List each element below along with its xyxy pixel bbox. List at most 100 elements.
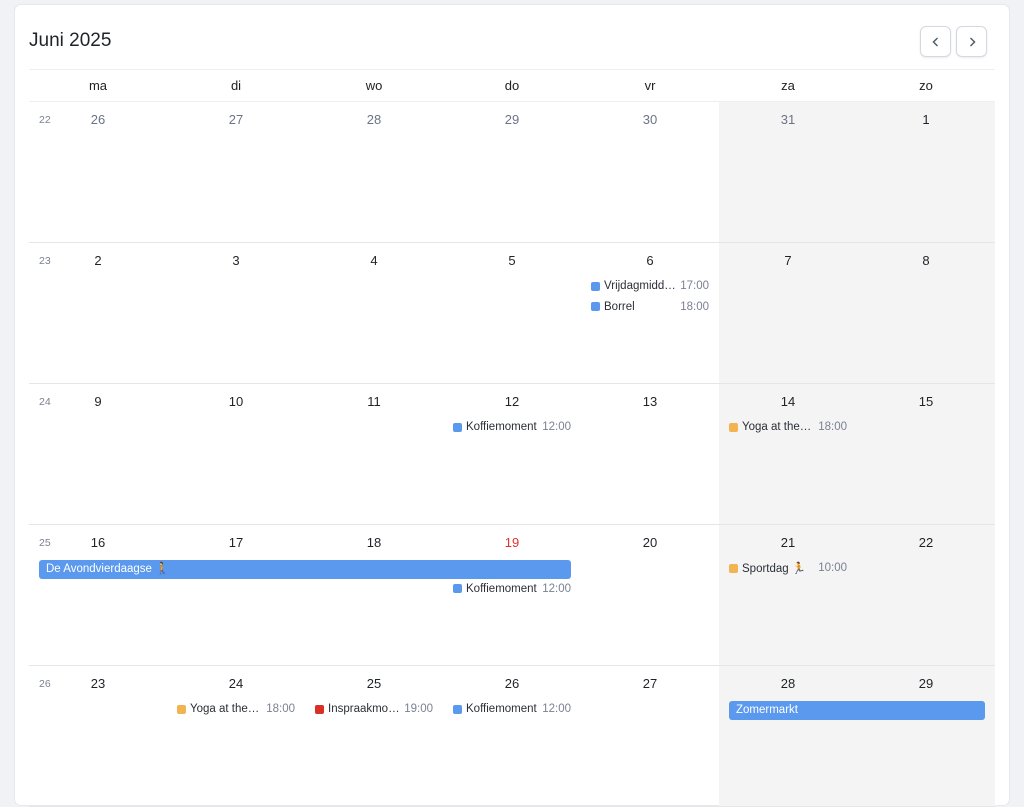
day-cell[interactable]: 21 Sportdag 🏃 10:00 (719, 525, 857, 665)
weekday-label: zo (919, 78, 933, 93)
event-color-dot (177, 704, 186, 714)
event-item[interactable]: Sportdag 🏃 10:00 (729, 559, 847, 577)
day-number: 23 (90, 676, 106, 691)
day-number: 4 (370, 253, 378, 268)
multi-day-event[interactable]: Zomermarkt (729, 701, 985, 720)
event-item[interactable]: Koffiemoment 12:00 (453, 700, 571, 718)
day-cell[interactable]: 1 (857, 102, 995, 242)
event-title: Sportdag 🏃 (742, 563, 807, 575)
day-cell[interactable]: 18 (305, 525, 443, 665)
day-number: 10 (228, 394, 244, 409)
event-time: 12:00 (542, 421, 571, 433)
day-cell[interactable]: 29 (443, 102, 581, 242)
day-number: 16 (90, 535, 106, 550)
day-number: 27 (642, 676, 658, 691)
event-time: 18:00 (680, 300, 709, 313)
day-cell[interactable]: 23 (29, 666, 167, 806)
day-cell[interactable]: 5 (443, 243, 581, 383)
day-cell[interactable]: 31 (719, 102, 857, 242)
day-number: 11 (367, 394, 381, 409)
day-cell[interactable]: 28 (719, 666, 857, 806)
weekday-label: wo (365, 78, 383, 93)
event-time: 18:00 (266, 703, 295, 715)
day-cell[interactable]: 2 (29, 243, 167, 383)
prev-month-button[interactable] (920, 26, 951, 57)
event-item[interactable]: Yoga at the lake 18:00 (729, 418, 847, 436)
event-item[interactable]: Borrel 18:00 (591, 298, 709, 316)
event-time: 19:00 (404, 703, 433, 715)
week-row: 24 9 10 11 12 Koffiemoment 12:00 13 14 Yoga at th… (29, 384, 995, 525)
calendar-card: Juni 2025 ma di wo do vr za zo 22 26 27 28 29 30 31 1… (15, 5, 1009, 807)
day-cell[interactable]: 27 (581, 666, 719, 806)
day-number: 21 (780, 535, 796, 550)
day-number: 19 (504, 535, 520, 550)
day-cell[interactable]: 12 Koffiemoment 12:00 (443, 384, 581, 524)
month-grid: ma di wo do vr za zo 22 26 27 28 29 30 31 1 23 2 3 4 5 6 Vri… (29, 69, 995, 807)
day-number: 24 (228, 676, 244, 691)
week-number: 23 (39, 255, 51, 267)
event-color-dot (729, 422, 738, 432)
day-cell[interactable]: 26 Koffiemoment 12:00 (443, 666, 581, 806)
day-number: 2 (94, 253, 102, 268)
day-number: 5 (508, 253, 516, 268)
day-cell[interactable]: 28 (305, 102, 443, 242)
next-month-button[interactable] (956, 26, 987, 57)
day-cell[interactable]: 24 Yoga at the lake 18:00 (167, 666, 305, 806)
day-cell[interactable]: 4 (305, 243, 443, 383)
day-cell[interactable]: 25 Inspraakmoment 19:00 (305, 666, 443, 806)
day-number: 29 (504, 112, 520, 127)
day-number: 15 (918, 394, 934, 409)
day-number: 14 (780, 394, 796, 409)
week-row: 22 26 27 28 29 30 31 1 (29, 102, 995, 243)
day-cell[interactable]: 22 (857, 525, 995, 665)
day-cell[interactable]: 6 Vrijdagmiddagborrel 17:00 Borrel 18:00 (581, 243, 719, 383)
day-number: 6 (646, 253, 654, 268)
event-item[interactable]: Yoga at the lake 18:00 (177, 700, 295, 718)
event-title: Yoga at the lake (742, 421, 814, 433)
day-cell[interactable]: 19 Koffiemoment 12:00 (443, 525, 581, 665)
day-cell[interactable]: 16 (29, 525, 167, 665)
chevron-right-icon (969, 36, 976, 47)
weekday-label: ma (88, 78, 108, 93)
day-number: 9 (94, 394, 102, 409)
day-cell[interactable]: 7 (719, 243, 857, 383)
day-number: 20 (642, 535, 658, 550)
day-cell[interactable]: 13 (581, 384, 719, 524)
day-cell[interactable]: 17 (167, 525, 305, 665)
event-title: Koffiemoment (466, 703, 537, 715)
day-number: 1 (922, 112, 930, 127)
day-number: 28 (780, 676, 796, 691)
event-item[interactable]: Inspraakmoment 19:00 (315, 700, 433, 718)
day-cell[interactable]: 26 (29, 102, 167, 242)
day-number: 28 (366, 112, 382, 127)
day-number: 30 (642, 112, 658, 127)
week-number: 25 (39, 537, 51, 549)
event-title: Koffiemoment (466, 421, 537, 433)
day-cell[interactable]: 14 Yoga at the lake 18:00 (719, 384, 857, 524)
week-number: 26 (39, 678, 51, 690)
day-cell[interactable]: 15 (857, 384, 995, 524)
event-title: Inspraakmoment (328, 703, 400, 715)
day-cell[interactable]: 29 (857, 666, 995, 806)
day-cell[interactable]: 27 (167, 102, 305, 242)
chevron-left-icon (931, 36, 938, 47)
multi-day-event[interactable]: De Avondvierdaagse 🚶 (39, 560, 571, 579)
day-cell[interactable]: 30 (581, 102, 719, 242)
day-cell[interactable]: 10 (167, 384, 305, 524)
day-cell[interactable]: 20 (581, 525, 719, 665)
event-time: 17:00 (680, 280, 709, 292)
day-cell[interactable]: 9 (29, 384, 167, 524)
event-item[interactable]: Koffiemoment 12:00 (453, 418, 571, 436)
week-number: 22 (39, 114, 51, 126)
day-cell[interactable]: 8 (857, 243, 995, 383)
event-item[interactable]: Vrijdagmiddagborrel 17:00 (591, 277, 709, 295)
week-number: 24 (39, 396, 51, 408)
month-title: Juni 2025 (29, 30, 112, 51)
weekday-header: ma di wo do vr za zo (29, 69, 995, 102)
week-row: 25 16 17 18 19 Koffiemoment 12:00 20 21 Sportdag … (29, 525, 995, 666)
event-item[interactable]: Koffiemoment 12:00 (453, 580, 571, 598)
event-color-dot (453, 704, 462, 714)
day-cell[interactable]: 3 (167, 243, 305, 383)
day-cell[interactable]: 11 (305, 384, 443, 524)
event-title: Koffiemoment (466, 582, 537, 595)
